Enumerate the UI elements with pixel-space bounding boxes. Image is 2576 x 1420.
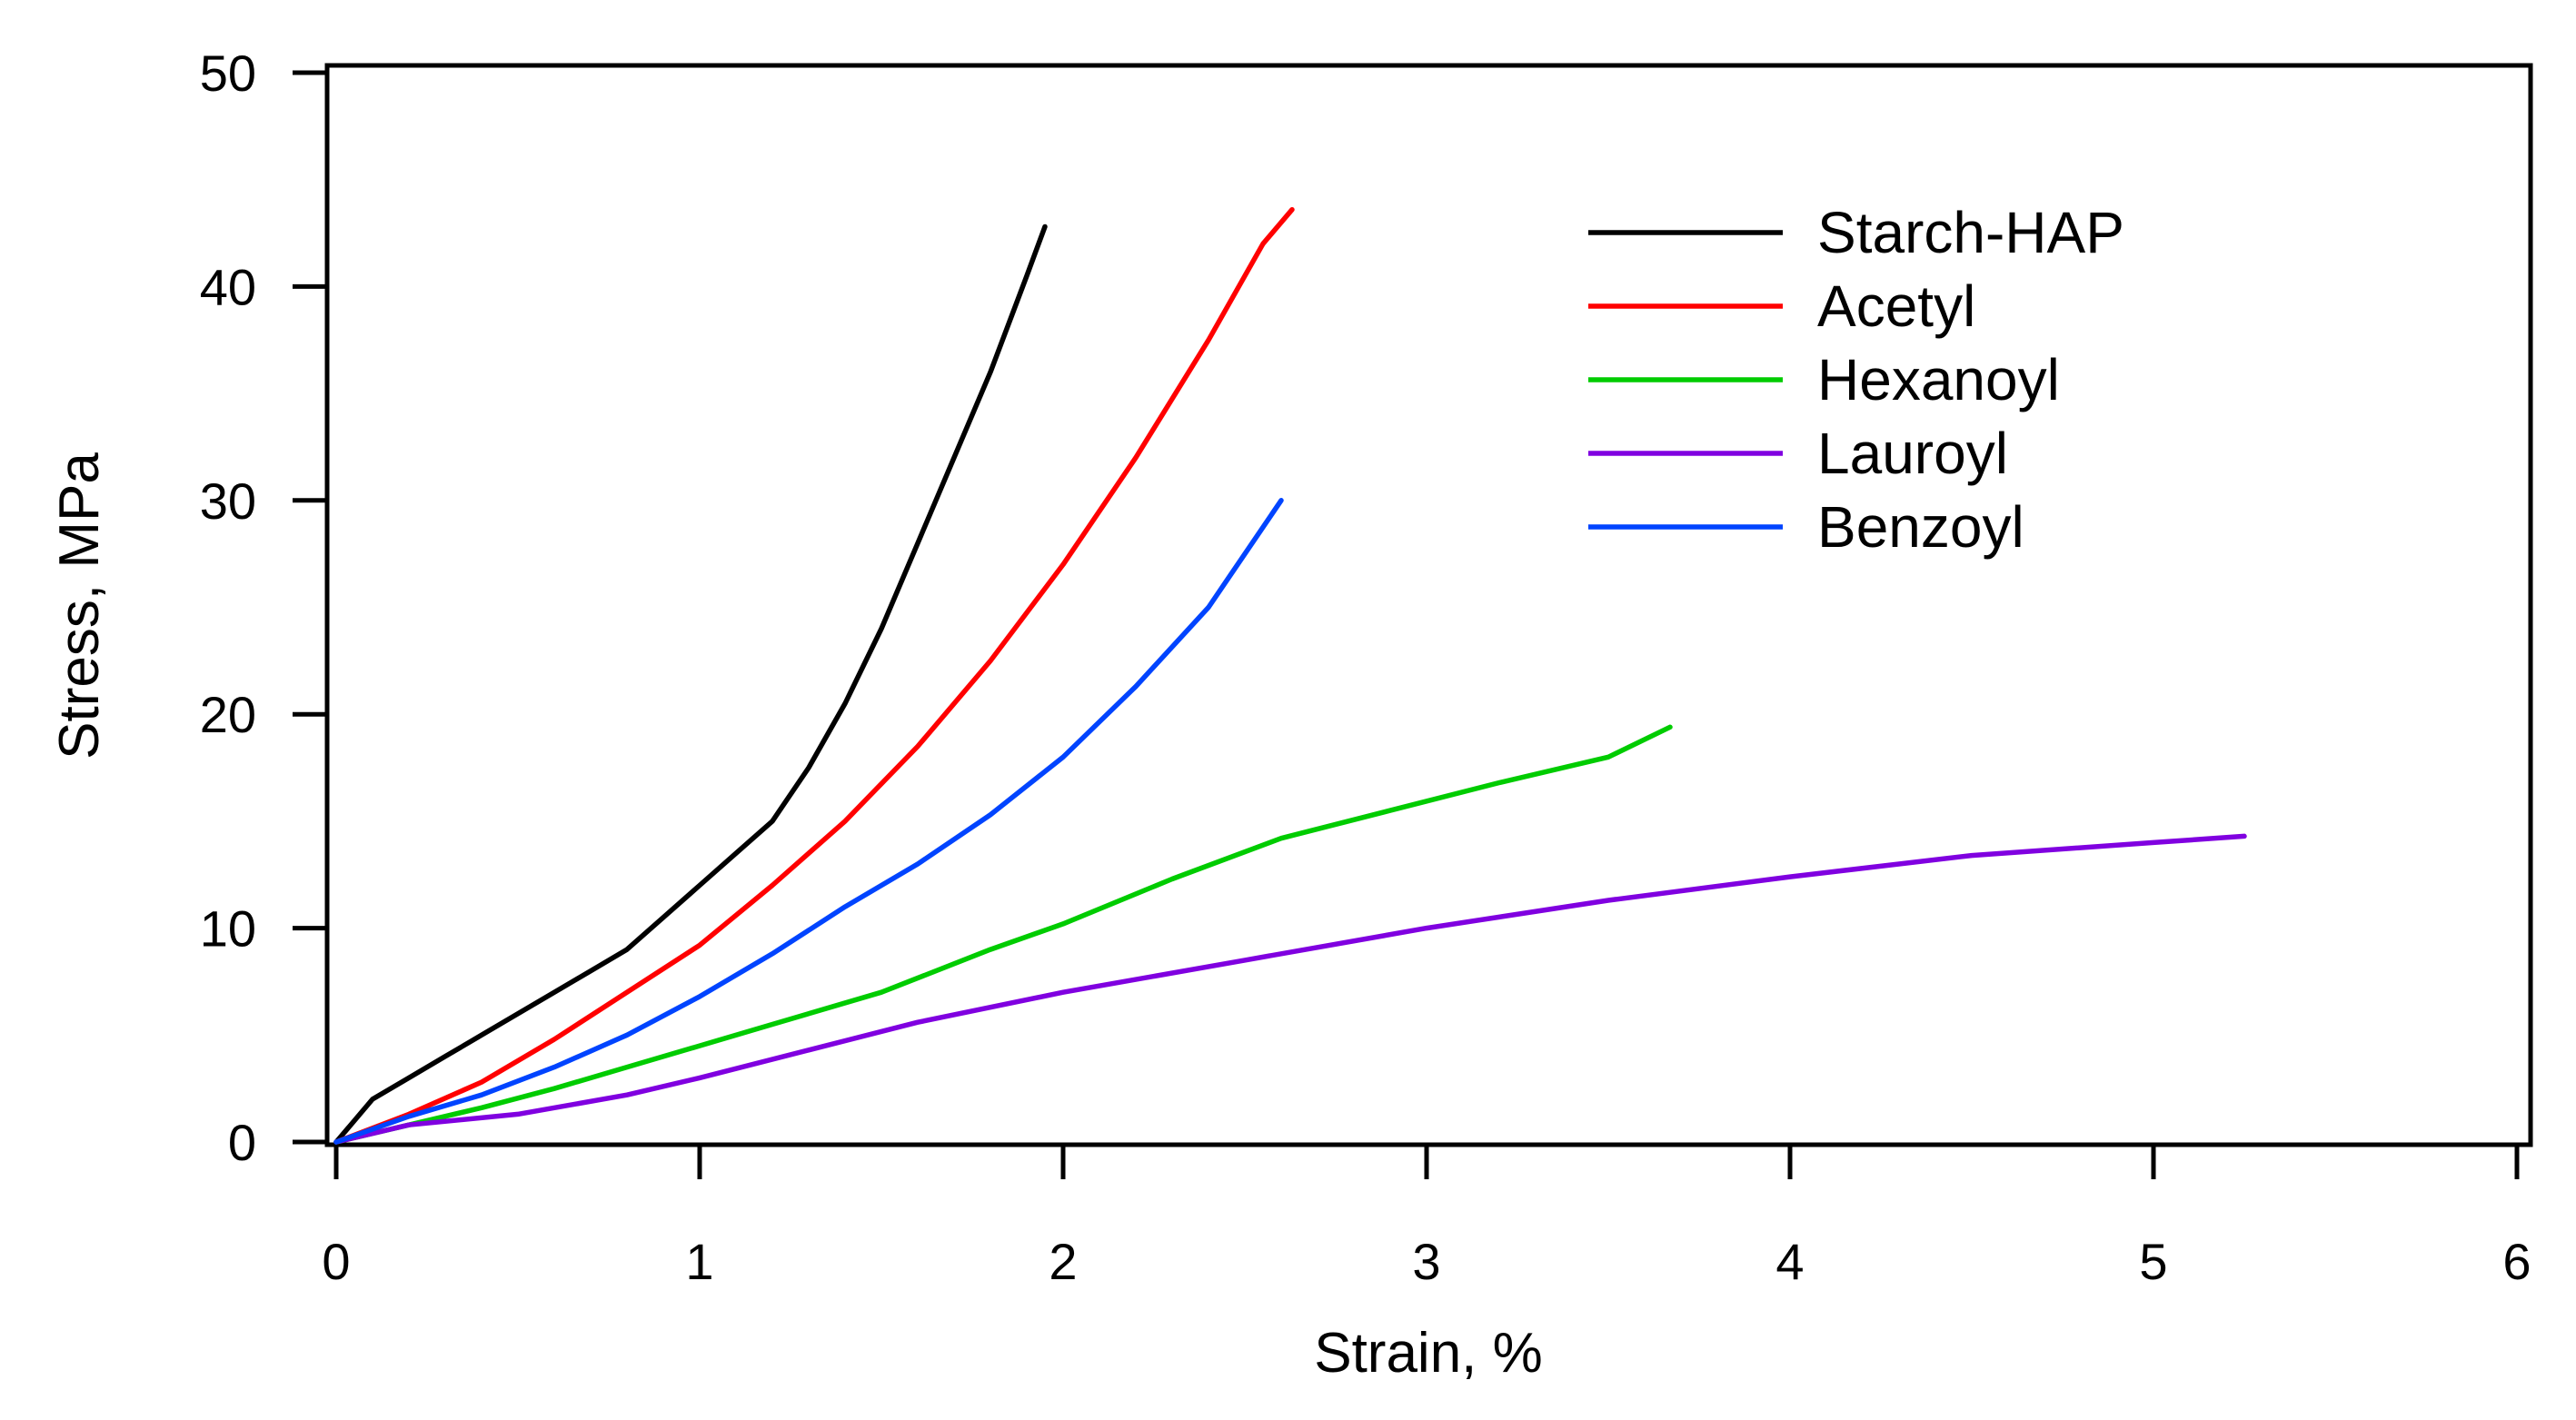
series-line-starch-hap <box>333 223 1048 1145</box>
y-tick-label: 40 <box>200 258 256 315</box>
x-tick-label: 1 <box>685 1233 713 1290</box>
x-tick-label: 4 <box>1775 1233 1804 1290</box>
legend: Starch-HAP Acetyl Hexanoyl Lauroyl Benzoyl <box>1588 200 2124 560</box>
legend-label-benzoyl: Benzoyl <box>1817 494 2024 560</box>
x-axis: 0 1 2 3 4 5 6 <box>322 1147 2531 1290</box>
y-tick-label: 0 <box>228 1114 256 1171</box>
y-tick-label: 50 <box>200 45 256 102</box>
series-line-hexanoyl <box>333 724 1673 1145</box>
x-tick-label: 5 <box>2139 1233 2167 1290</box>
x-tick-label: 0 <box>322 1233 350 1290</box>
y-axis-title: Stress, MPa <box>48 452 111 760</box>
series-line-benzoyl <box>333 498 1284 1145</box>
series-line-acetyl <box>333 206 1295 1145</box>
plot-frame <box>324 63 2533 1147</box>
legend-label-lauroyl: Lauroyl <box>1817 421 2008 486</box>
x-tick-label: 3 <box>1412 1233 1440 1290</box>
legend-label-hexanoyl: Hexanoyl <box>1817 347 2060 412</box>
y-tick-label: 10 <box>200 900 256 958</box>
series-line-lauroyl <box>333 833 2247 1145</box>
x-tick-label: 6 <box>2502 1233 2531 1290</box>
y-axis: 0 10 20 30 40 50 <box>200 45 325 1171</box>
legend-label-starch-hap: Starch-HAP <box>1817 200 2124 265</box>
x-tick-label: 2 <box>1049 1233 1077 1290</box>
x-axis-title: Strain, % <box>1314 1322 1543 1385</box>
series-layer <box>333 206 2247 1145</box>
legend-label-acetyl: Acetyl <box>1817 273 1975 339</box>
y-tick-label: 20 <box>200 686 256 743</box>
y-tick-label: 30 <box>200 472 256 530</box>
